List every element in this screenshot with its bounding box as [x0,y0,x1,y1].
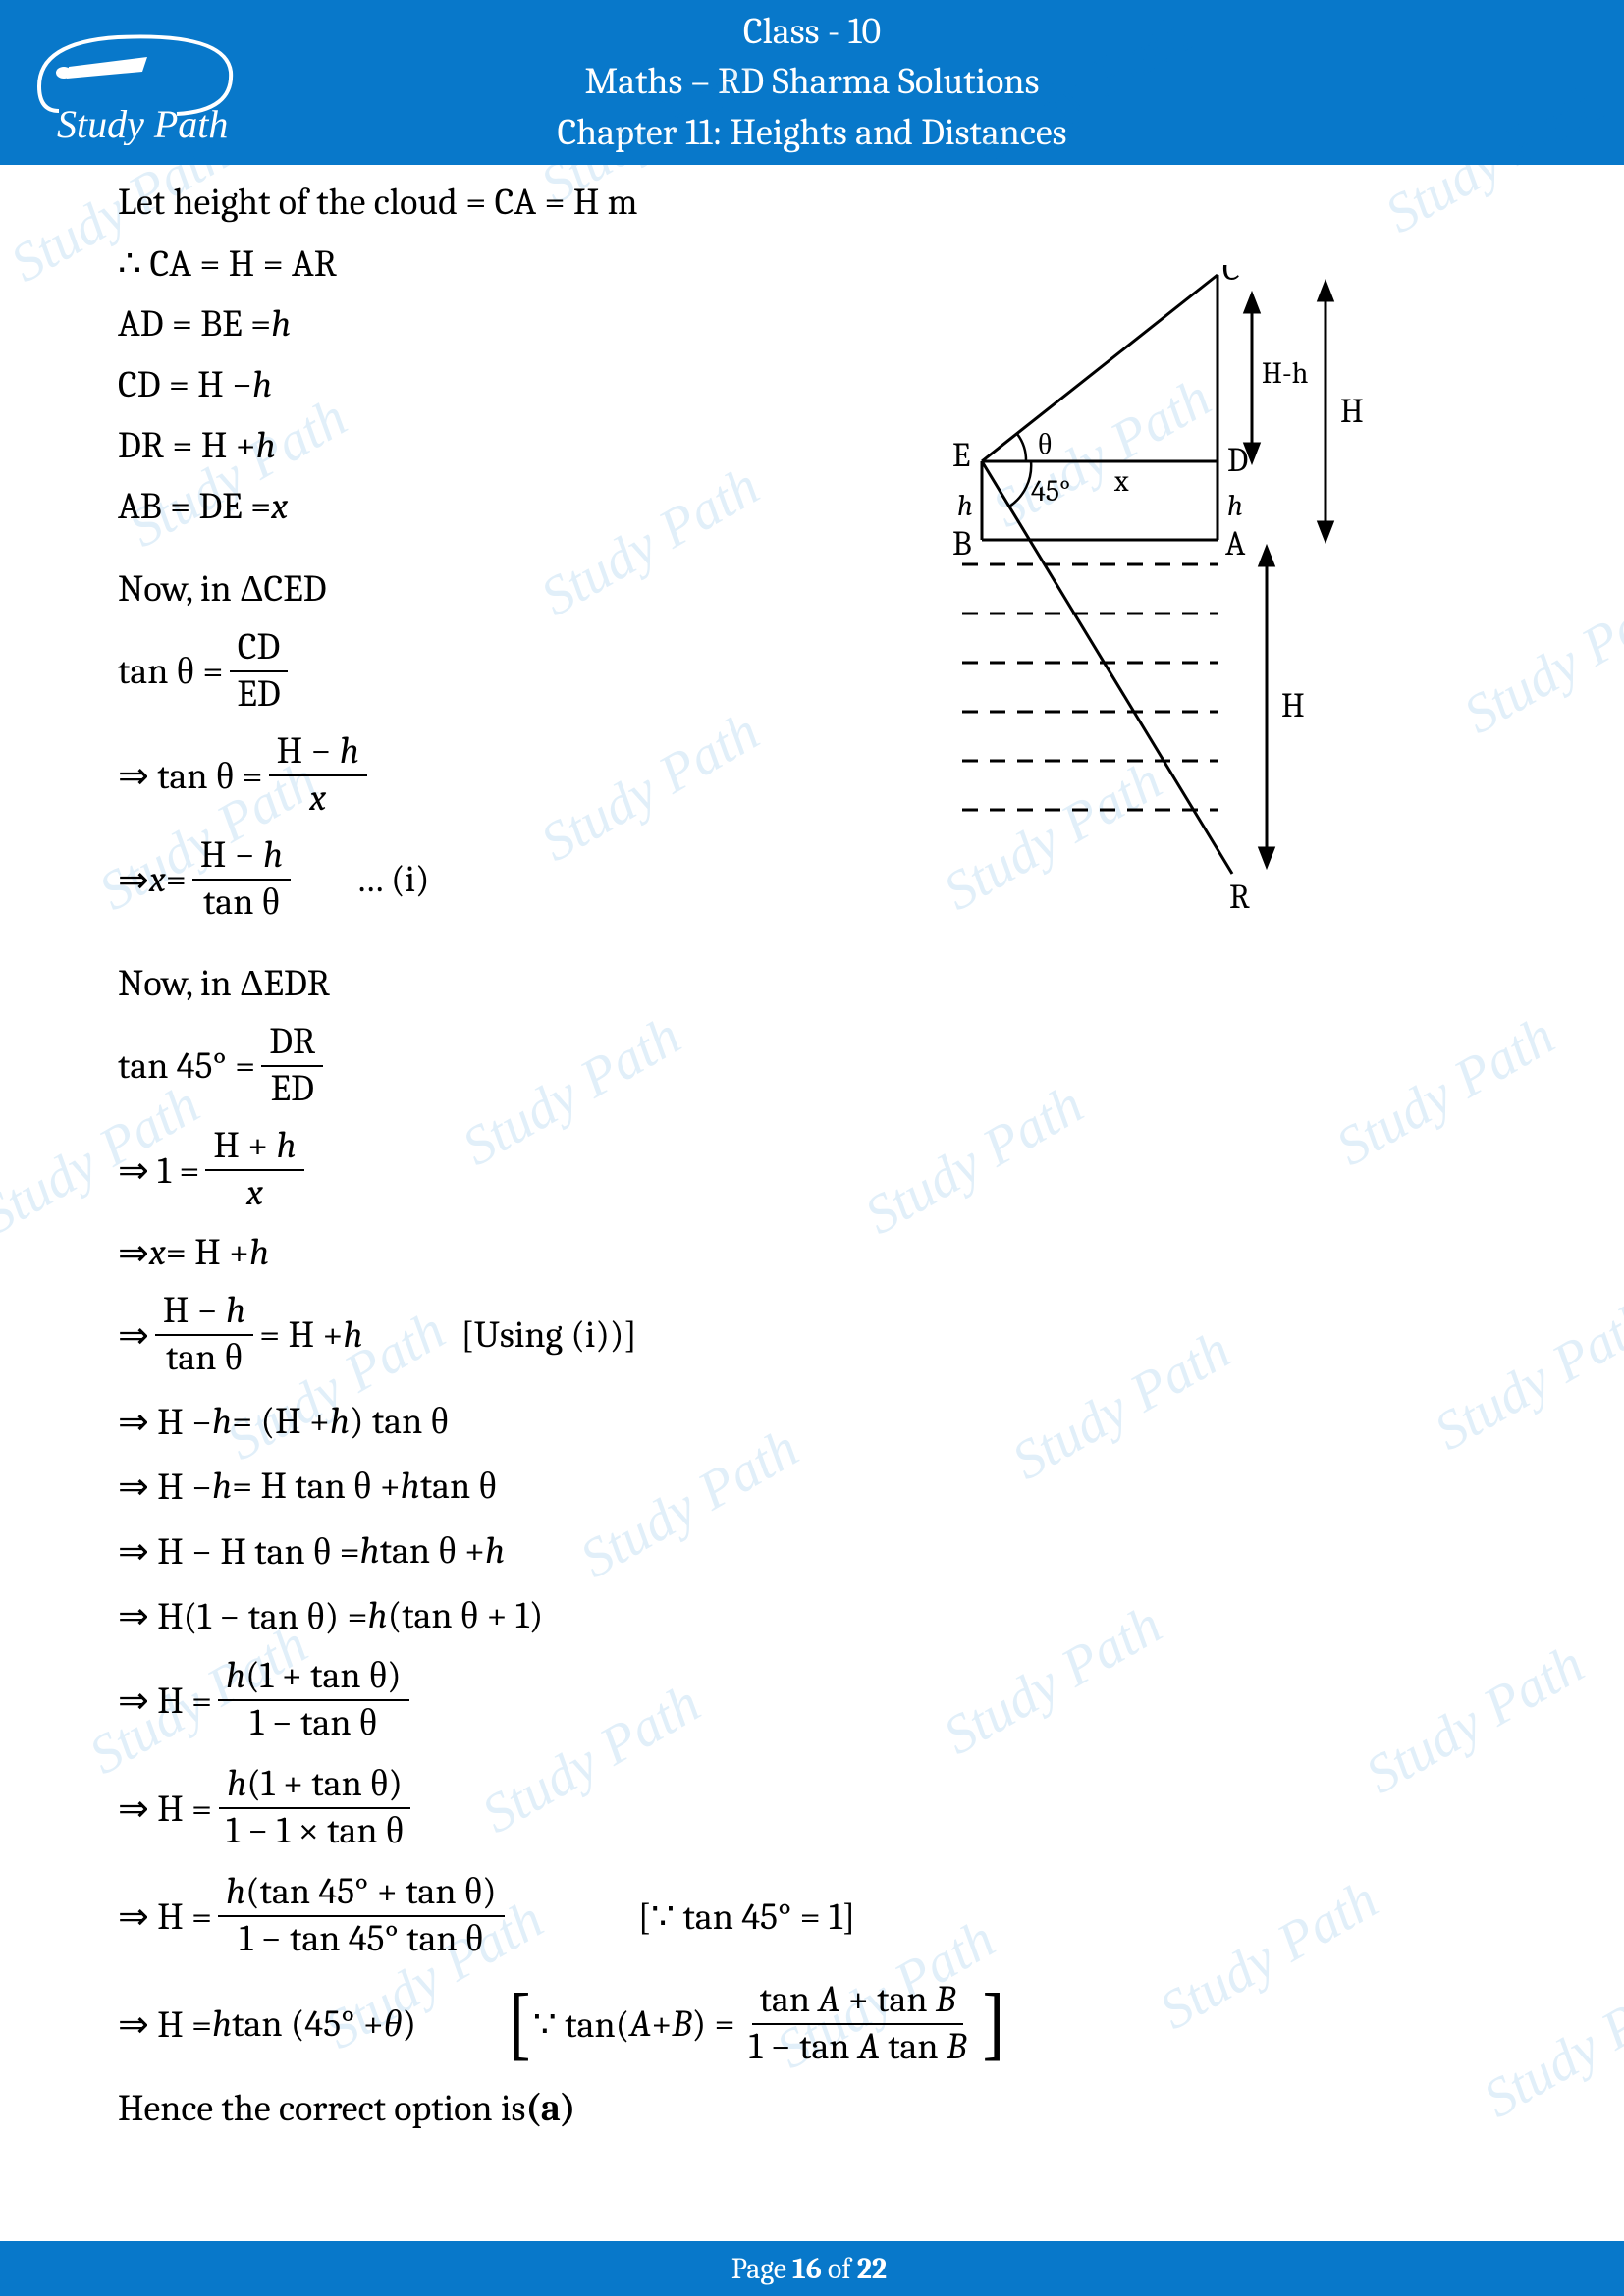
step-line: Let height of the cloud = CA = H m [118,177,1506,228]
diagram-svg: C D E B A R θ 45° x h h H-h H H [952,265,1375,923]
svg-text:E: E [952,436,970,475]
step-line: ⇒ H − h = (H + h) tan θ [118,1396,1506,1447]
eq-line: ⇒ H = h tan (45° + θ) [ ∵ tan(A + B) = t… [118,1975,1506,2073]
logo-text: Study Path [57,102,228,145]
fraction: H + h x [205,1126,303,1214]
svg-text:h: h [957,489,973,523]
eq-line: ⇒ 1 = H + h x [118,1123,1506,1217]
fraction: h(tan 45° + tan θ) 1 − tan 45° tan θ [218,1872,505,1960]
step-line: ⇒ x = H + h [118,1227,1506,1278]
fraction: tan A + tan B 1 − tan A tan B [741,1980,975,2068]
fraction: H − h tan θ [192,835,291,924]
logo-svg: Study Path [29,18,245,145]
eq-line: ⇒ H = h(tan 45° + tan θ) 1 − tan 45° tan… [118,1867,1506,1965]
svg-text:C: C [1222,265,1240,289]
eq-line: tan 45° = DR ED [118,1019,1506,1113]
svg-text:R: R [1229,878,1250,917]
eq-line: ⇒ H − h tan θ = H + h [Using (i))] [118,1288,1506,1382]
step-line: Now, in ΔEDR [118,958,1506,1009]
svg-text:x: x [1113,464,1129,499]
svg-text:45°: 45° [1031,474,1070,508]
page-footer: Page 16 of 22 [0,2241,1624,2296]
geometry-diagram: C D E B A R θ 45° x h h H-h H H [952,265,1375,923]
fraction: DR ED [261,1022,323,1110]
svg-text:H-h: H-h [1262,356,1309,391]
svg-text:H: H [1340,392,1364,431]
fraction: CD ED [229,627,288,716]
svg-text:θ: θ [1038,427,1052,461]
fraction: H − h tan θ [155,1291,253,1379]
fraction: h(1 + tan θ) 1 − 1 × tan θ [218,1764,411,1852]
svg-text:A: A [1225,524,1246,563]
svg-text:h: h [1227,489,1243,523]
svg-text:D: D [1227,441,1248,480]
page-header: Study Path Class - 10 Maths – RD Sharma … [0,0,1624,165]
answer-line: Hence the correct option is (a) [118,2083,1506,2134]
fraction: H − h x [269,731,367,820]
svg-text:B: B [952,524,972,563]
step-line: ⇒ H(1 − tan θ) = h(tan θ + 1) [118,1590,1506,1641]
logo: Study Path [29,18,245,145]
fraction: h(1 + tan θ) 1 − tan θ [218,1656,409,1744]
step-line: ⇒ H − h = H tan θ + h tan θ [118,1461,1506,1512]
step-line: ⇒ H − H tan θ = h tan θ + h [118,1525,1506,1576]
eq-line: ⇒ H = h(1 + tan θ) 1 − 1 × tan θ [118,1759,1506,1857]
eq-line: ⇒ H = h(1 + tan θ) 1 − tan θ [118,1651,1506,1749]
formula-note: [ ∵ tan(A + B) = tan A + tan B 1 − tan A… [505,1980,1008,2068]
svg-text:H: H [1281,686,1305,725]
